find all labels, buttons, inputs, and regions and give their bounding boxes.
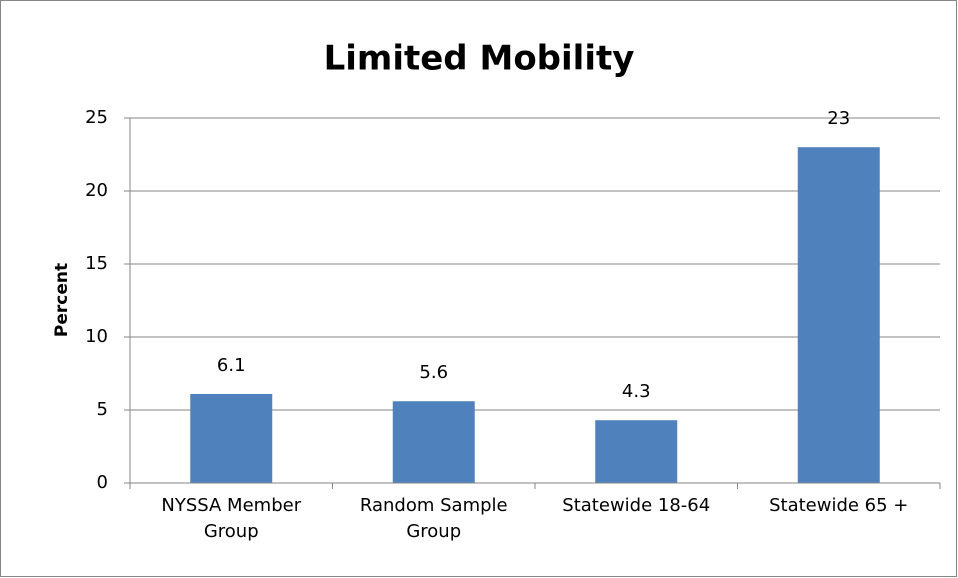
y-tick-label: 5: [97, 399, 108, 420]
x-tick-label: Random Sample Group: [359, 495, 508, 542]
bar: [190, 393, 273, 483]
data-label: 6.1: [217, 355, 246, 376]
bar: [595, 420, 678, 483]
x-tick-label: Statewide 65 +: [769, 495, 909, 516]
x-tick-label: Statewide 18-64: [562, 495, 711, 516]
data-label: 5.6: [419, 362, 448, 383]
chart-title: Limited Mobility: [324, 39, 635, 79]
bar: [392, 401, 475, 483]
y-tick-label: 10: [85, 326, 108, 347]
x-tick-label: NYSSA Member Group: [161, 495, 302, 542]
y-tick-label: 20: [85, 180, 108, 201]
y-tick-label: 15: [85, 253, 108, 274]
y-axis-label: Percent: [52, 263, 72, 337]
data-label: 23: [827, 108, 850, 129]
bar: [797, 147, 880, 483]
y-tick-label: 0: [97, 472, 108, 493]
data-label: 4.3: [622, 381, 651, 402]
y-tick-label: 25: [85, 107, 108, 128]
